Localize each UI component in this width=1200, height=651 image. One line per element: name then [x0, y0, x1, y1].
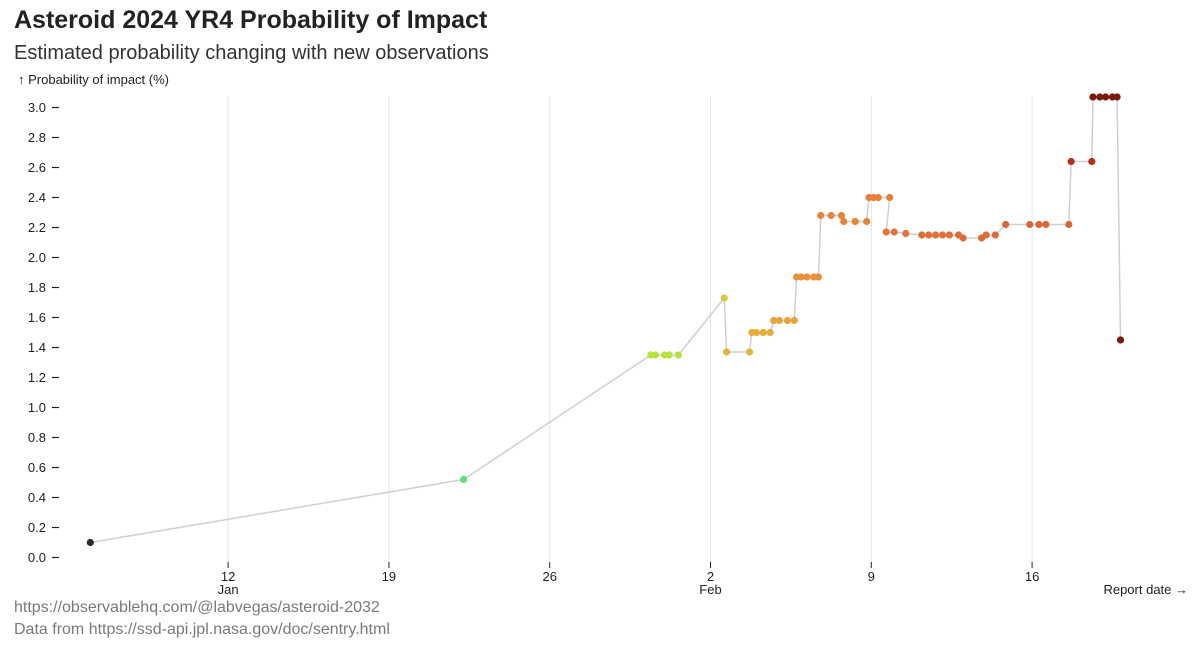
y-tick-label: 0.4: [28, 490, 46, 505]
data-point: [882, 228, 890, 236]
data-points: [86, 93, 1125, 547]
data-point: [1088, 157, 1096, 166]
data-point: [925, 231, 933, 239]
data-point: [1026, 220, 1034, 229]
data-point: [932, 231, 940, 239]
data-point: [837, 211, 846, 220]
data-point: [840, 217, 848, 226]
y-tick-label: 2.0: [28, 250, 46, 265]
y-tick-label: 2.8: [28, 130, 46, 145]
y-tick-label: 2.2: [28, 220, 46, 235]
y-tick-label: 2.6: [28, 160, 46, 175]
y-tick-label: 0.6: [28, 460, 46, 475]
data-point: [803, 273, 811, 281]
data-point: [766, 328, 774, 337]
data-point: [1096, 93, 1104, 101]
x-tick-label: 19: [382, 569, 396, 584]
data-point: [651, 351, 659, 359]
data-point: [886, 193, 894, 202]
source-url: https://observablehq.com/@labvegas/aster…: [14, 599, 380, 616]
data-point: [770, 316, 778, 325]
data-point: [797, 273, 805, 281]
data-point: [752, 328, 761, 337]
data-point: [1067, 157, 1075, 166]
y-tick-label: 1.4: [28, 340, 46, 355]
data-source: Data from https://ssd-api.jpl.nasa.gov/d…: [14, 621, 390, 638]
data-point: [775, 316, 784, 325]
x-gridlines: [227, 96, 1033, 562]
x-tick-label: 16: [1025, 569, 1039, 584]
y-tick-label: 1.8: [28, 280, 46, 295]
x-tick-label: 9: [868, 569, 875, 584]
y-tick-label: 0.0: [28, 550, 46, 565]
y-tick-label: 1.2: [28, 370, 46, 385]
data-point: [459, 475, 468, 484]
data-point: [959, 234, 967, 242]
data-point: [874, 193, 882, 202]
y-axis-label: ↑ Probability of impact (%): [18, 72, 169, 87]
data-point: [790, 316, 798, 325]
series-line: [90, 96, 1122, 544]
data-point: [722, 348, 731, 356]
data-point: [851, 217, 859, 226]
y-tick-label: 0.8: [28, 430, 46, 445]
data-point: [674, 351, 682, 359]
x-tick-sublabel: Jan: [218, 582, 239, 597]
data-point: [86, 538, 94, 547]
chart-title: Asteroid 2024 YR4 Probability of Impact: [14, 6, 488, 34]
y-tick-label: 2.4: [28, 190, 46, 205]
data-point: [1065, 220, 1073, 229]
data-point: [1116, 336, 1125, 344]
data-point: [982, 231, 990, 239]
y-axis: 0.0 0.2 0.4 0.6 0.8 1.0 1.2 1.4 1.6 1.8 2.0 2.2 2.4 2…: [28, 100, 59, 565]
series-line-path: [90, 96, 1122, 544]
data-point: [938, 231, 947, 239]
y-tick-label: 3.0: [28, 100, 46, 115]
data-point: [1089, 93, 1097, 101]
data-point: [918, 231, 926, 239]
data-point: [1042, 220, 1050, 229]
data-point: [827, 211, 835, 220]
y-tick-label: 1.0: [28, 400, 46, 415]
data-point: [720, 294, 728, 302]
data-point: [863, 217, 871, 226]
x-tick-label: 12: [221, 569, 235, 584]
data-point: [1002, 220, 1010, 229]
chart-subtitle: Estimated probability changing with new …: [14, 42, 489, 64]
y-tick-label: 0.2: [28, 520, 46, 535]
data-point: [665, 351, 673, 359]
data-point: [902, 229, 910, 238]
data-point: [1113, 93, 1121, 101]
data-point: [759, 328, 767, 337]
data-point: [890, 228, 898, 236]
data-point: [991, 231, 999, 239]
data-point: [1101, 93, 1110, 101]
data-point: [1035, 220, 1043, 229]
x-tick-label: 26: [542, 569, 556, 584]
data-point: [745, 348, 754, 356]
data-point: [783, 316, 792, 325]
x-tick-sublabel: Feb: [699, 582, 721, 597]
data-point: [945, 231, 953, 239]
x-tick-label: 2: [707, 569, 714, 584]
x-axis-label: Report date →: [1103, 582, 1188, 597]
data-point: [817, 211, 825, 220]
data-point: [814, 273, 823, 281]
y-tick-label: 1.6: [28, 310, 46, 325]
